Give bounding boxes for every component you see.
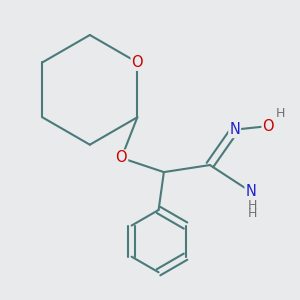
Text: N: N [229,122,240,137]
Text: H: H [276,107,285,120]
Text: H: H [248,207,257,220]
Text: O: O [262,118,274,134]
Text: O: O [116,151,127,166]
Text: H: H [248,199,257,212]
Text: N: N [245,184,256,199]
Text: O: O [131,55,143,70]
